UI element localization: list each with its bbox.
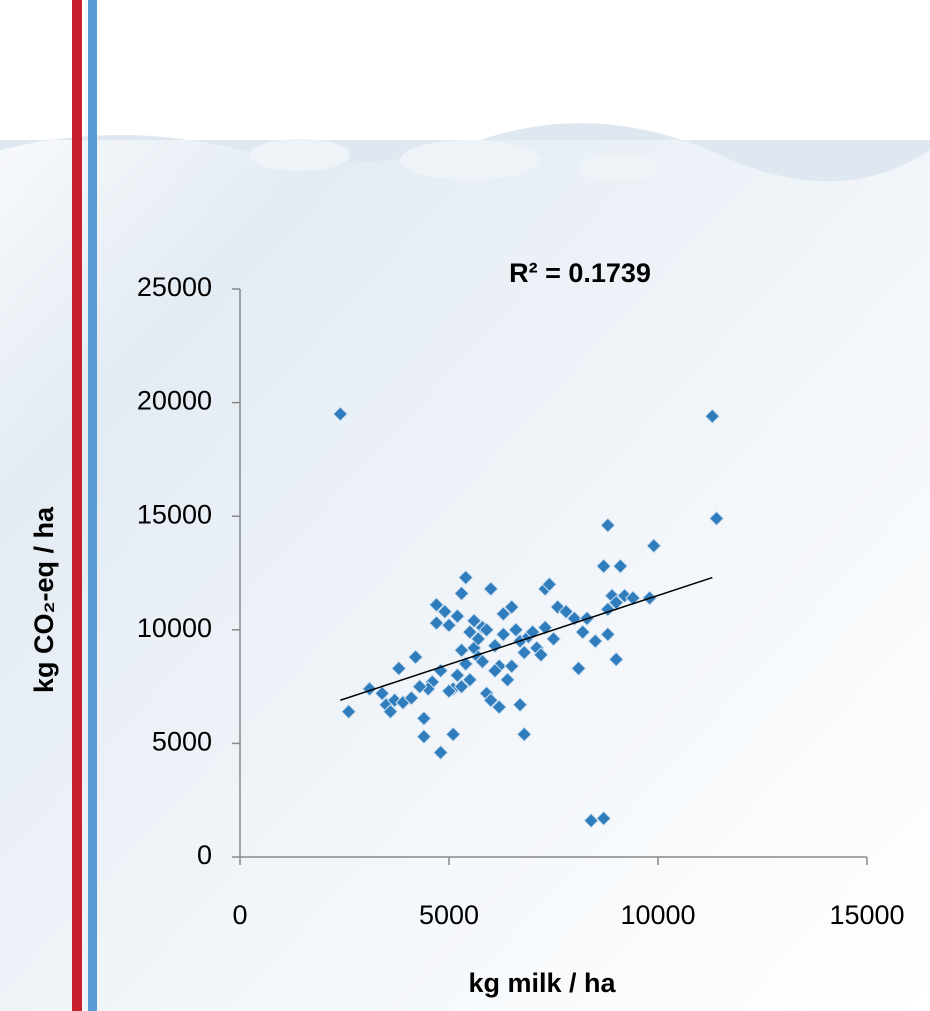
point (437, 603, 453, 620)
point (412, 678, 428, 695)
point (508, 622, 524, 638)
point (558, 603, 574, 620)
point (416, 728, 432, 745)
point (382, 703, 399, 720)
y-tick-label: 25000 (137, 272, 212, 302)
point (704, 408, 721, 424)
red-stripe (72, 0, 82, 1011)
point (462, 672, 478, 688)
bubble (400, 140, 540, 180)
point (495, 606, 512, 622)
y-tick-label: 5000 (152, 727, 212, 757)
point (600, 517, 616, 533)
y-tick-label: 20000 (137, 386, 212, 416)
y-tick-label: 15000 (137, 499, 212, 529)
point (466, 613, 482, 629)
point (587, 633, 604, 649)
point (407, 649, 424, 665)
point (491, 699, 507, 715)
point (575, 624, 591, 640)
point (583, 812, 599, 829)
point (545, 631, 562, 647)
point (625, 590, 641, 606)
point (541, 576, 558, 593)
point (428, 597, 445, 613)
x-tick-label: 10000 (620, 900, 695, 930)
x-tick-label: 5000 (419, 900, 479, 930)
point (483, 581, 499, 597)
x-tick-label: 15000 (829, 900, 904, 930)
point (478, 622, 495, 638)
point (516, 644, 532, 661)
point (499, 672, 516, 688)
point (449, 608, 466, 624)
point (453, 678, 470, 695)
bubble (250, 139, 350, 171)
point (441, 617, 457, 633)
point (441, 683, 457, 699)
y-tick-label: 0 (197, 840, 212, 870)
point (449, 667, 466, 683)
x-tick-label: 0 (232, 900, 247, 930)
y-tick-label: 10000 (137, 613, 212, 643)
point (516, 726, 532, 743)
point (503, 658, 520, 674)
point (432, 744, 449, 761)
blue-stripe (88, 0, 97, 1011)
point (374, 685, 390, 702)
point (470, 631, 486, 647)
point (503, 599, 520, 615)
point (608, 651, 624, 668)
point (458, 569, 474, 586)
point (391, 660, 407, 677)
point (416, 710, 432, 727)
x-axis-title: kg milk / ha (468, 968, 616, 998)
point (595, 558, 612, 574)
point (570, 660, 587, 677)
point (495, 626, 512, 643)
point (612, 558, 629, 574)
point (340, 703, 357, 720)
point (453, 642, 470, 658)
point (483, 692, 499, 708)
point (487, 662, 503, 679)
point (646, 538, 662, 554)
y-axis-title: kg CO₂-eq / ha (29, 506, 59, 693)
point (428, 615, 445, 631)
point (445, 726, 461, 743)
point (487, 637, 503, 654)
point (595, 810, 612, 827)
point (512, 697, 528, 713)
point (403, 690, 420, 706)
bubble (580, 154, 660, 182)
top-band (0, 0, 930, 140)
point (600, 626, 616, 643)
point (708, 510, 725, 527)
trendline (340, 576, 713, 701)
point (332, 406, 349, 422)
r-squared: R² = 0.1739 (509, 258, 651, 288)
point (474, 653, 491, 670)
point (462, 624, 478, 640)
foam (0, 123, 930, 182)
point (533, 647, 549, 663)
point (453, 585, 470, 602)
